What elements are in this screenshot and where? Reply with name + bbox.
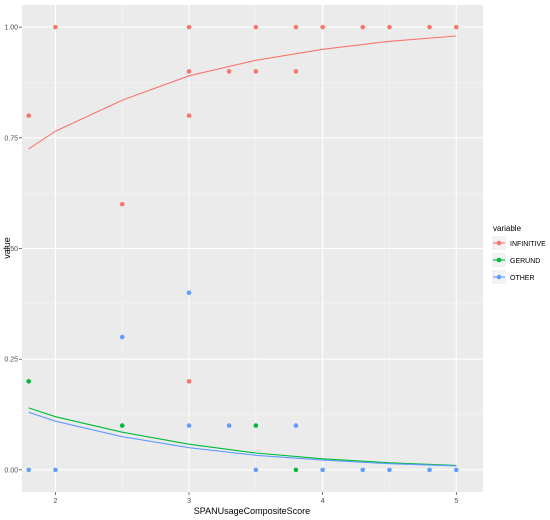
point-infinitive bbox=[119, 201, 125, 207]
legend-key-point bbox=[496, 240, 502, 246]
y-tick-label: 0.00 bbox=[4, 467, 18, 474]
fit-lines bbox=[28, 35, 457, 467]
point-other bbox=[427, 467, 432, 473]
point-infinitive bbox=[293, 69, 299, 74]
x-tick-label: 5 bbox=[454, 498, 458, 505]
x-axis-ticks: 2 3 4 5 bbox=[53, 492, 458, 505]
point-infinitive bbox=[53, 24, 58, 30]
point-gerund bbox=[26, 379, 31, 384]
x-axis-title: SPANUsageCompositeScore bbox=[194, 506, 310, 516]
y-tick-label: 0.50 bbox=[4, 246, 18, 253]
y-axis-title: value bbox=[2, 237, 12, 259]
y-tick-label: 0.75 bbox=[4, 135, 18, 142]
point-infinitive bbox=[253, 24, 259, 30]
fit-line-infinitive bbox=[28, 35, 457, 150]
point-other bbox=[320, 467, 325, 473]
point-other bbox=[360, 467, 366, 473]
point-other bbox=[119, 334, 125, 340]
point-infinitive bbox=[293, 24, 299, 30]
point-other bbox=[226, 423, 232, 428]
point-infinitive bbox=[186, 69, 192, 74]
point-gerund bbox=[253, 423, 259, 428]
point-other bbox=[26, 467, 31, 473]
point-infinitive bbox=[320, 24, 325, 30]
legend-label-other: OTHER bbox=[510, 275, 535, 282]
point-other bbox=[253, 467, 259, 473]
point-infinitive bbox=[186, 24, 192, 30]
fit-line-gerund bbox=[28, 407, 457, 466]
legend: variable INFINITIVE GERUND OTHER bbox=[492, 224, 546, 284]
y-tick-label: 0.25 bbox=[4, 357, 18, 364]
legend-label-gerund: GERUND bbox=[510, 258, 540, 265]
x-tick-label: 2 bbox=[53, 498, 57, 505]
y-axis-ticks: 0.00 0.25 0.50 0.75 1.00 bbox=[4, 25, 22, 474]
legend-key-point bbox=[496, 274, 502, 280]
point-other bbox=[453, 467, 459, 473]
point-infinitive bbox=[186, 379, 192, 384]
point-infinitive bbox=[186, 113, 192, 118]
point-other bbox=[387, 467, 392, 473]
point-infinitive bbox=[360, 24, 366, 30]
data-points bbox=[26, 24, 459, 473]
legend-title: variable bbox=[493, 224, 522, 233]
point-gerund bbox=[119, 423, 125, 428]
point-gerund bbox=[293, 467, 299, 473]
x-tick-label: 3 bbox=[187, 498, 191, 505]
legend-key-point bbox=[496, 257, 502, 263]
point-other bbox=[53, 467, 58, 473]
point-other bbox=[186, 423, 192, 428]
fit-line-other bbox=[28, 411, 457, 467]
x-tick-label: 4 bbox=[321, 498, 325, 505]
point-infinitive bbox=[26, 113, 31, 118]
major-grid bbox=[22, 5, 483, 492]
y-tick-label: 1.00 bbox=[4, 25, 18, 32]
legend-label-infinitive: INFINITIVE bbox=[510, 241, 546, 248]
point-infinitive bbox=[226, 69, 232, 74]
point-infinitive bbox=[253, 69, 259, 74]
point-other bbox=[293, 423, 299, 428]
point-infinitive bbox=[427, 24, 432, 30]
point-infinitive bbox=[387, 24, 392, 30]
point-infinitive bbox=[453, 24, 459, 30]
point-other bbox=[186, 290, 192, 296]
